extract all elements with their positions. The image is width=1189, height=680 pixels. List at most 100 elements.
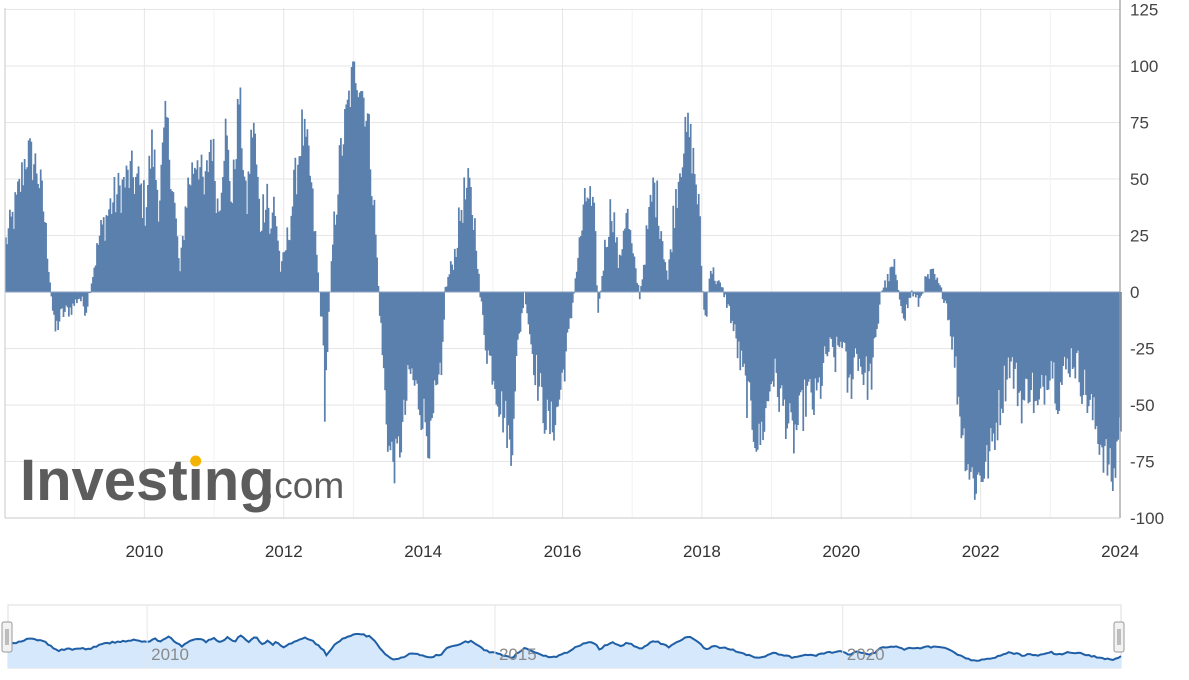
- y-tick-label: -75: [1130, 453, 1155, 472]
- bar: [575, 271, 578, 292]
- bar: [269, 233, 271, 292]
- bar: [302, 145, 305, 292]
- bar: [1110, 292, 1113, 482]
- bar: [752, 292, 755, 442]
- bar: [877, 292, 880, 324]
- bar: [1039, 292, 1042, 389]
- bar: [273, 196, 275, 292]
- bar: [403, 292, 405, 400]
- bar: [810, 292, 813, 393]
- bar: [100, 220, 102, 292]
- bar: [508, 292, 511, 440]
- bar: [646, 229, 649, 292]
- bar: [289, 240, 291, 292]
- bar: [326, 292, 329, 352]
- bar: [1031, 292, 1034, 373]
- bar: [428, 292, 431, 459]
- bar: [799, 292, 802, 393]
- bar: [932, 268, 935, 292]
- bar: [747, 292, 750, 382]
- bar: [223, 160, 226, 292]
- bar: [54, 292, 57, 332]
- handle-body: [1113, 621, 1125, 653]
- bar: [566, 292, 569, 333]
- bar: [210, 139, 212, 292]
- range-navigator[interactable]: 2010 2015 2020: [1, 604, 1125, 669]
- bar: [857, 292, 860, 371]
- bar: [350, 66, 353, 293]
- bar: [851, 292, 854, 380]
- bar: [165, 116, 168, 292]
- bar: [519, 292, 522, 332]
- bar: [1105, 292, 1107, 440]
- bar: [768, 292, 771, 392]
- bar: [242, 170, 244, 292]
- bar: [159, 200, 161, 292]
- bar: [381, 292, 384, 356]
- bar: [587, 198, 590, 292]
- navigator-line: [7, 633, 1122, 662]
- bar: [157, 221, 160, 292]
- navigator-left-handle[interactable]: [1, 621, 13, 653]
- bar: [705, 292, 708, 317]
- bar: [496, 292, 499, 407]
- bar: [65, 292, 68, 306]
- bar: [1120, 292, 1122, 432]
- bar: [431, 292, 433, 419]
- bar: [436, 292, 439, 385]
- bar: [19, 191, 22, 292]
- bar: [498, 292, 500, 417]
- bar: [62, 292, 65, 317]
- bar: [80, 292, 82, 302]
- bar: [596, 285, 598, 292]
- bar: [478, 273, 480, 292]
- bar: [869, 292, 872, 364]
- bar: [349, 107, 352, 292]
- bar: [342, 144, 345, 292]
- bar: [215, 213, 218, 292]
- y-tick-label: -25: [1130, 340, 1155, 359]
- bar: [1002, 292, 1004, 414]
- bar: [629, 230, 632, 292]
- bar: [1026, 292, 1028, 380]
- bar: [612, 232, 614, 292]
- bar: [323, 292, 326, 422]
- bar: [145, 207, 148, 292]
- bar: [826, 292, 829, 357]
- bar: [913, 292, 916, 294]
- bar: [247, 171, 250, 292]
- y-tick-label: 50: [1130, 170, 1149, 189]
- bar: [652, 177, 655, 292]
- bar: [479, 292, 482, 298]
- bar: [344, 109, 346, 292]
- bar: [401, 292, 404, 422]
- bar: [539, 292, 542, 374]
- bar: [691, 173, 693, 292]
- bar: [1036, 292, 1039, 406]
- bar: [200, 154, 203, 292]
- bar: [484, 292, 487, 351]
- bar: [850, 292, 853, 399]
- bar: [31, 180, 34, 292]
- bar: [408, 292, 411, 370]
- bar: [281, 261, 283, 292]
- bar: [951, 292, 953, 350]
- bar: [551, 292, 554, 433]
- bar: [1107, 292, 1110, 465]
- bar: [759, 292, 762, 446]
- bar: [939, 285, 941, 292]
- bar: [885, 287, 888, 292]
- bar: [953, 292, 956, 368]
- bar: [456, 247, 459, 292]
- bar: [1073, 292, 1075, 368]
- navigator-right-handle[interactable]: [1113, 621, 1125, 653]
- bar: [1085, 292, 1087, 395]
- bar: [488, 292, 491, 356]
- bar: [740, 292, 743, 351]
- bar: [471, 214, 474, 292]
- bar: [437, 292, 440, 375]
- bar: [106, 215, 109, 292]
- bar: [665, 270, 668, 292]
- bar: [553, 292, 555, 441]
- bar: [744, 292, 747, 376]
